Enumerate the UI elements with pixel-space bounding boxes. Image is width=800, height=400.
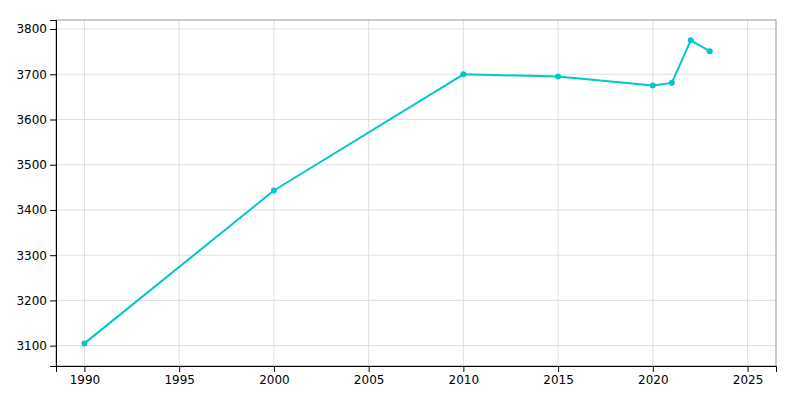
y-axis-line (50, 21, 57, 367)
y-tick: 3400 (16, 203, 56, 217)
y-tick: 3700 (16, 68, 56, 82)
point (707, 48, 713, 54)
x-axis-line (57, 367, 777, 373)
x-tick-mark (84, 366, 85, 372)
chart-svg: 1990 1995 2000 2005 2010 2015 2020 2025 3100 3200… (0, 0, 800, 400)
y-tick-mark (50, 165, 56, 166)
y-grid-line (56, 300, 776, 301)
point (669, 80, 675, 86)
point (460, 71, 466, 77)
x-axis: 1990 1995 2000 2005 2010 2015 2020 2025 (57, 366, 777, 387)
x-tick-mark (463, 366, 464, 372)
y-tick-mark (50, 300, 56, 301)
x-grid-line (747, 20, 748, 366)
x-tick: 2005 (354, 366, 385, 387)
y-tick-label: 3100 (16, 339, 47, 353)
point (650, 83, 656, 89)
x-tick-mark (274, 366, 275, 372)
x-tick-mark (653, 366, 654, 372)
marks (81, 37, 712, 346)
y-grid-line (56, 255, 776, 256)
y-tick-label: 3800 (16, 22, 47, 36)
y-tick-mark (50, 255, 56, 256)
x-tick-label: 2010 (449, 373, 480, 387)
x-tick: 1990 (70, 366, 101, 387)
x-tick-label: 2000 (259, 373, 290, 387)
plot-frame (56, 20, 776, 366)
y-axis: 3100 3200 3300 3400 3500 3600 3700 3800 (16, 21, 56, 367)
y-tick: 3600 (16, 113, 56, 127)
x-grid-line (179, 20, 180, 366)
x-grid-line (652, 20, 653, 366)
y-tick-label: 3500 (16, 158, 47, 172)
x-tick: 2025 (733, 366, 764, 387)
y-tick-label: 3400 (16, 203, 47, 217)
y-tick: 3100 (16, 339, 56, 353)
y-grid-line (56, 29, 776, 30)
x-grid-line (84, 20, 85, 366)
y-tick-label: 3300 (16, 249, 47, 263)
y-tick: 3500 (16, 158, 56, 172)
point (271, 188, 277, 194)
x-tick: 1995 (164, 366, 195, 387)
y-tick-mark (50, 346, 56, 347)
y-tick-mark (50, 210, 56, 211)
x-tick-label: 2005 (354, 373, 385, 387)
grid (56, 20, 776, 366)
x-tick: 2015 (543, 366, 574, 387)
point (555, 74, 561, 80)
x-tick-mark (558, 366, 559, 372)
y-tick: 3200 (16, 294, 56, 308)
x-grid-line (368, 20, 369, 366)
y-tick-mark (50, 29, 56, 30)
x-tick-label: 2020 (638, 373, 669, 387)
y-grid-line (56, 119, 776, 120)
y-tick-mark (50, 120, 56, 121)
x-tick-mark (369, 366, 370, 372)
y-grid-line (56, 345, 776, 346)
point (81, 340, 87, 346)
x-tick: 2000 (259, 366, 290, 387)
x-tick: 2020 (638, 366, 669, 387)
x-tick-label: 2025 (733, 373, 764, 387)
x-grid-line (558, 20, 559, 366)
y-grid-line (56, 74, 776, 75)
y-tick-label: 3600 (16, 113, 47, 127)
plot-area: 1990 1995 2000 2005 2010 2015 2020 2025 3100 3200… (16, 20, 776, 387)
y-tick-label: 3700 (16, 68, 47, 82)
x-tick-label: 1990 (70, 373, 101, 387)
x-tick: 2010 (449, 366, 480, 387)
point (688, 37, 694, 43)
y-tick: 3300 (16, 249, 56, 263)
x-tick-mark (748, 366, 749, 372)
y-tick-label: 3200 (16, 294, 47, 308)
y-grid-line (56, 209, 776, 210)
y-tick: 3800 (16, 22, 56, 36)
y-grid-line (56, 164, 776, 165)
x-tick-label: 2015 (543, 373, 574, 387)
line (84, 40, 709, 343)
x-tick-mark (179, 366, 180, 372)
x-tick-label: 1995 (164, 373, 195, 387)
y-tick-mark (50, 74, 56, 75)
